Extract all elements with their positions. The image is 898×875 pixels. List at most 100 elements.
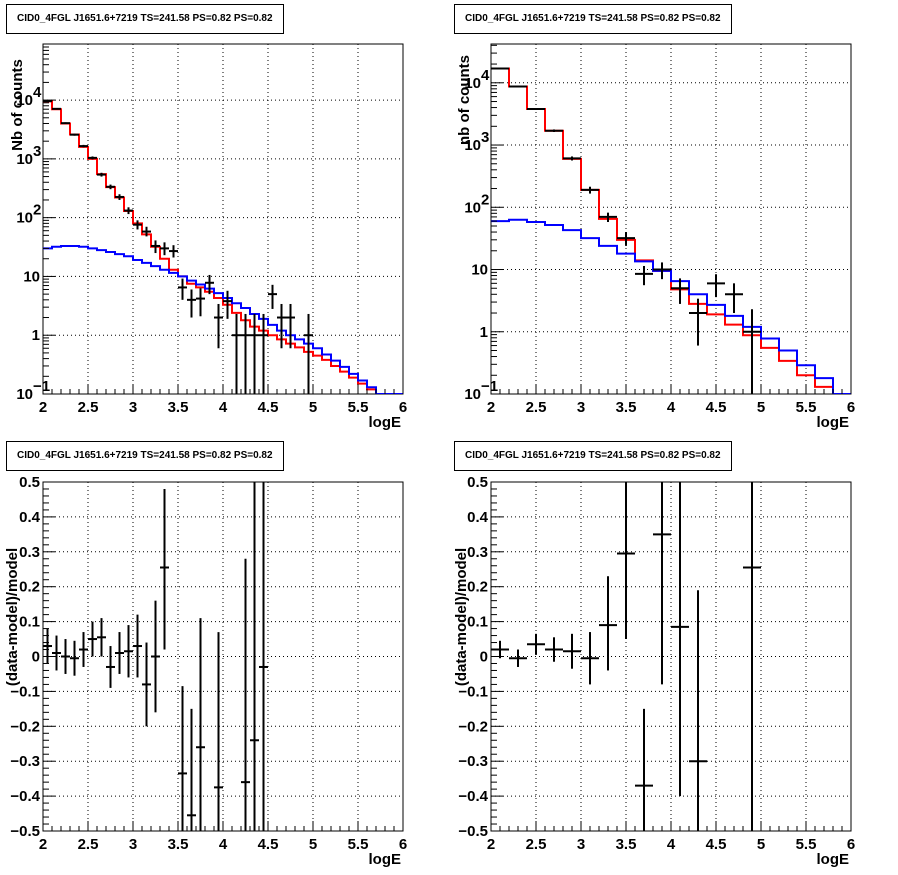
data-point	[250, 482, 259, 831]
y-axis: −0.5 −0.4 −0.3 −0.2 −0.1 0 0.1 0.2 0.3 0.4 0.5 (dat…	[453, 474, 503, 840]
y-tick-label: 0.3	[467, 544, 488, 561]
y-tick-label: 10	[23, 268, 40, 285]
grid	[43, 482, 403, 831]
x-tick-label: 3	[129, 836, 137, 853]
x-tick-label: 4.5	[706, 399, 727, 416]
grid	[43, 44, 403, 394]
x-tick-label: 5	[309, 399, 317, 416]
data-point	[545, 637, 563, 662]
y-tick-label: 10	[464, 75, 481, 92]
data-point	[61, 122, 70, 125]
x-tick-label: 5.5	[796, 399, 817, 416]
data-point	[187, 289, 196, 318]
data-point	[653, 262, 671, 280]
x-tick-label: 4	[219, 399, 228, 416]
x-tick-label: 5	[757, 399, 765, 416]
x-tick-label: 5.5	[348, 399, 369, 416]
grid	[491, 44, 851, 394]
data-point	[671, 278, 689, 304]
plot-residuals-coarse: 2 2.5 3 3.5 4 4.5 5 5.5 6logE−0.5−0.4−0.3−0.2−0.…	[453, 474, 855, 868]
y-tick-label: −0.2	[10, 718, 40, 735]
data-point	[133, 220, 142, 230]
data-point	[52, 107, 61, 110]
data-point	[653, 482, 671, 685]
data-point	[671, 482, 689, 797]
data-point	[259, 482, 268, 831]
data-point	[689, 298, 707, 346]
data-point	[142, 226, 151, 237]
y-tick-label: 0.1	[467, 614, 488, 631]
data-point	[88, 621, 97, 657]
y-tick-exponent: 4	[33, 84, 42, 101]
data-point	[241, 313, 250, 394]
grid	[491, 482, 851, 831]
y-tick-exponent: 2	[481, 191, 489, 208]
data-point	[491, 67, 509, 70]
y-tick-label: 0.4	[467, 509, 489, 526]
model-total-step	[491, 67, 851, 394]
data-point	[304, 313, 313, 394]
y-tick-label: 10	[464, 386, 481, 403]
data-point	[599, 576, 617, 671]
x-tick-label: 4	[219, 836, 228, 853]
x-tick-label: 5.5	[796, 836, 817, 853]
x-tick-label: 3.5	[616, 399, 637, 416]
y-tick-label: 10	[16, 92, 33, 109]
x-tick-label: 5	[309, 836, 317, 853]
plot-area	[491, 67, 851, 394]
data-point	[151, 600, 160, 713]
pad-counts-coarse: 2 2.5 3 3.5 4 4.5 5 5.5 6 logE 10 −1 1 10 10 2 10 3 10 4 nb …	[449, 0, 898, 437]
x-axis-label: logE	[817, 414, 850, 431]
x-tick-label: 4	[667, 399, 676, 416]
data-point	[178, 686, 187, 831]
plot-area	[43, 482, 268, 831]
data-point	[509, 649, 527, 667]
x-tick-label: 4.5	[706, 836, 727, 853]
y-tick-label: 0	[32, 649, 40, 666]
x-axis-label: logE	[369, 851, 402, 868]
x-tick-label: 2.5	[526, 836, 547, 853]
data-point	[725, 283, 743, 314]
data-point	[106, 184, 115, 190]
y-tick-label: −0.4	[458, 788, 488, 805]
x-tick-label: 3	[577, 836, 585, 853]
y-tick-label: 0	[480, 649, 488, 666]
y-tick-exponent: −1	[481, 378, 498, 395]
pad-counts-fine: 2 2.5 3 3.5 4 4.5 5 5.5 6 logE 10 −1 1 10 10 2 10 3 10 4 Nb …	[0, 0, 449, 437]
data-point	[743, 482, 761, 831]
x-tick-label: 2	[487, 836, 495, 853]
data-point	[259, 313, 268, 394]
y-tick-label: −0.1	[10, 683, 40, 700]
data-point	[707, 274, 725, 298]
y-tick-label: 0.4	[19, 509, 41, 526]
y-tick-label: 0.5	[467, 474, 488, 491]
y-tick-exponent: 2	[33, 202, 41, 219]
data-point	[97, 172, 106, 177]
y-tick-exponent: 4	[481, 67, 490, 84]
x-tick-label: 6	[847, 836, 855, 853]
x-tick-label: 2.5	[78, 399, 99, 416]
data-point	[79, 144, 88, 148]
plot-title: CID0_4FGL J1651.6+7219 TS=241.58 PS=0.82…	[6, 4, 284, 34]
data-point	[599, 212, 617, 222]
x-tick-label: 6	[399, 399, 407, 416]
data-point	[115, 194, 124, 200]
data-point	[178, 278, 187, 300]
data-point	[151, 240, 160, 254]
y-tick-label: 10	[16, 151, 33, 168]
data-point	[97, 618, 106, 657]
y-axis-label: nb of counts	[456, 55, 473, 145]
y-tick-exponent: 3	[33, 143, 41, 160]
y-tick-label: −0.1	[458, 683, 488, 700]
data-point	[124, 625, 133, 678]
y-tick-label: 0.2	[19, 579, 40, 596]
x-tick-label: 2	[39, 399, 47, 416]
data-point	[563, 633, 581, 669]
data-point	[232, 313, 241, 394]
model-background-step	[43, 244, 403, 394]
plot-title: CID0_4FGL J1651.6+7219 TS=241.58 PS=0.82…	[454, 4, 732, 34]
x-tick-label: 3	[577, 399, 585, 416]
data-point	[160, 242, 169, 256]
